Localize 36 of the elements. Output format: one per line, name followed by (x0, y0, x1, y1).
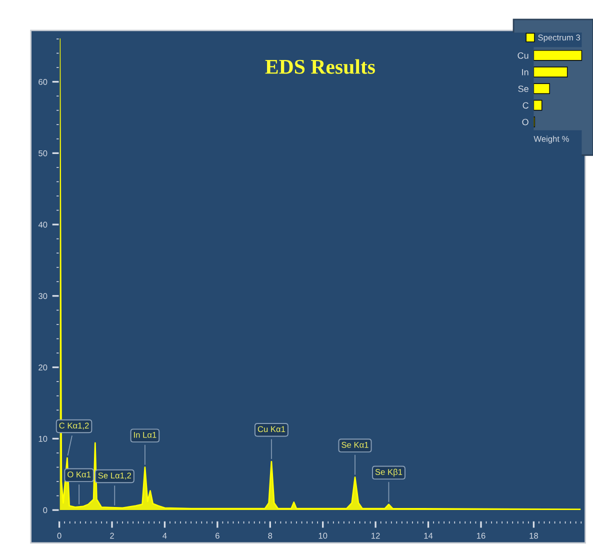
x-axis-title: Weight % (534, 136, 569, 144)
annotation: O Kα1 (68, 472, 91, 478)
legend-label: Spectrum 3 (538, 34, 580, 42)
x-tick-label: 16 (476, 532, 486, 539)
x-tick-label: 10 (318, 532, 328, 539)
y-tick-label: O (522, 118, 528, 126)
y-tick-label: Se (518, 86, 528, 92)
annotation: In Lα1 (134, 432, 156, 438)
y-tick-label: Cu (518, 52, 528, 59)
x-tick-label: 12 (372, 532, 380, 539)
annotation: Se Kα1 (342, 442, 368, 448)
annotation: C Kα1,2 (59, 422, 89, 430)
x-tick-label: 18 (530, 532, 538, 539)
y-tick-label: 60 (38, 78, 48, 85)
annotation: Se Lα1,2 (98, 472, 131, 480)
y-tick-label: C (522, 102, 528, 109)
bar (534, 50, 582, 61)
x-tick-label: 2 (110, 532, 114, 539)
x-tick-label: 0 (57, 532, 62, 539)
bar (534, 66, 568, 78)
y-tick-label: 0 (43, 507, 48, 514)
x-tick-label: 14 (424, 532, 433, 539)
y-tick-label: 40 (38, 222, 48, 228)
x-tick-label: 6 (216, 532, 220, 539)
annotation: Se Kβ1 (375, 468, 402, 477)
y-tick-label: In (522, 69, 528, 76)
y-tick-label: 50 (38, 150, 48, 156)
text: EDS Results (265, 59, 375, 74)
y-tick-label: 30 (38, 293, 48, 300)
bar (534, 83, 550, 94)
x-tick-label: 4 (162, 532, 167, 539)
x-tick-label: 8 (268, 532, 272, 539)
annotation: Cu Kα1 (258, 426, 286, 432)
y-tick-label: 20 (38, 364, 48, 370)
bar (534, 100, 542, 111)
y-tick-label: 10 (38, 436, 48, 442)
